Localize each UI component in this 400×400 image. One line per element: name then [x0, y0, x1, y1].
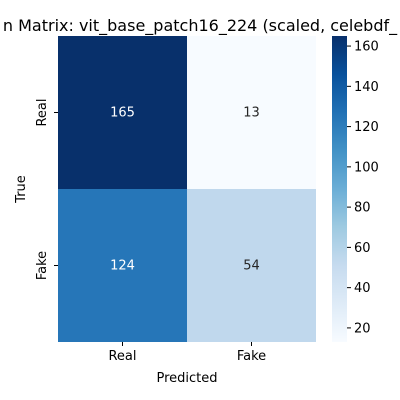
- x-tick-label: Real: [108, 349, 136, 364]
- heatmap-cells: [58, 36, 316, 342]
- heatmap-cell: [187, 189, 316, 342]
- cell-value-label: 13: [243, 106, 260, 121]
- colorbar-tick-label: 140: [354, 80, 379, 95]
- y-tick-label: Fake: [35, 251, 50, 280]
- colorbar-tick-label: 40: [354, 281, 371, 296]
- heatmap-cell: [58, 189, 187, 342]
- colorbar-tick-label: 120: [354, 120, 379, 135]
- y-axis-label: True: [14, 175, 29, 204]
- colorbar: [332, 36, 347, 342]
- x-axis-label: Predicted: [156, 371, 217, 386]
- cell-value-label: 124: [110, 259, 135, 274]
- x-axis: Real Fake: [108, 342, 266, 364]
- colorbar-tick-label: 60: [354, 241, 371, 256]
- colorbar-tick-label: 80: [354, 201, 371, 216]
- colorbar-tick-label: 160: [354, 40, 379, 55]
- colorbar-tick-label: 100: [354, 160, 379, 175]
- cell-value-label: 165: [110, 106, 135, 121]
- chart-title: n Matrix: vit_base_patch16_224 (scaled, …: [3, 16, 398, 36]
- y-axis: Real Fake: [35, 98, 58, 280]
- heatmap-cell-labels: 165 13 124 54: [110, 106, 260, 274]
- heatmap-cell: [58, 36, 187, 189]
- cell-value-label: 54: [243, 259, 260, 274]
- heatmap-cell: [187, 36, 316, 189]
- colorbar-ticks: 20 40 60 80 100 120 140 160: [347, 40, 379, 336]
- colorbar-tick-label: 20: [354, 321, 371, 336]
- x-tick-label: Fake: [237, 349, 266, 364]
- y-tick-label: Real: [35, 98, 50, 126]
